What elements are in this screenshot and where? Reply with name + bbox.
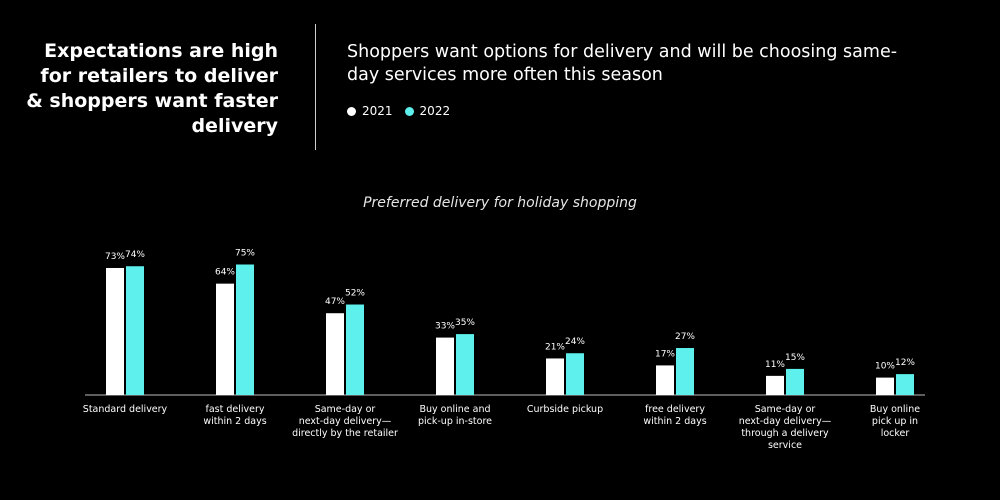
bar-2021-3 xyxy=(326,313,344,395)
value-label-2021-6: 17% xyxy=(655,349,675,359)
legend-swatch-2021 xyxy=(347,106,356,116)
category-label-3: Same-day or next-day delivery— directly by… xyxy=(292,404,398,439)
value-label-2022-5: 24% xyxy=(565,337,585,347)
category-label-6: free delivery within 2 days xyxy=(643,404,706,427)
value-label-2021-1: 73% xyxy=(105,252,125,262)
value-label-2021-8: 10% xyxy=(875,362,895,372)
subheadline: Shoppers want options for delivery and w… xyxy=(347,42,898,85)
bar-2022-6 xyxy=(676,348,694,395)
category-label-7: Same-day or next-day delivery— through a d… xyxy=(739,404,832,451)
category-label-8: Buy online pick up in locker xyxy=(870,404,920,439)
value-label-2022-8: 12% xyxy=(895,358,915,368)
legend-item-2022: 2022 xyxy=(404,104,451,118)
bar-2022-1 xyxy=(126,266,144,395)
headline: Expectations are high for retailers to d… xyxy=(26,40,278,137)
value-label-2021-5: 21% xyxy=(545,342,565,352)
bar-2022-5 xyxy=(566,353,584,395)
bar-2021-2 xyxy=(216,283,234,395)
bar-2021-1 xyxy=(106,267,124,395)
value-label-2021-4: 33% xyxy=(435,322,455,332)
bar-2022-7 xyxy=(786,368,804,395)
value-label-2021-3: 47% xyxy=(325,297,345,307)
category-label-2: fast delivery within 2 days xyxy=(203,404,266,427)
legend-swatch-2022 xyxy=(404,106,414,116)
bar-2021-6 xyxy=(656,365,674,395)
value-label-2021-2: 64% xyxy=(215,268,235,278)
legend-label-2022: 2022 xyxy=(419,104,451,118)
value-label-2021-7: 11% xyxy=(765,360,785,370)
header-divider xyxy=(315,24,316,150)
category-label-5: Curbside pickup xyxy=(527,404,603,415)
legend-item-2021: 2021 xyxy=(347,104,393,118)
legend-label-2021: 2021 xyxy=(362,104,393,118)
value-label-2022-3: 52% xyxy=(345,289,365,299)
chart-title: Preferred delivery for holiday shopping xyxy=(363,195,637,211)
chart-legend: 2021 2022 xyxy=(347,104,450,118)
bar-2021-5 xyxy=(546,358,564,395)
value-label-2022-4: 35% xyxy=(455,318,475,328)
bar-2021-8 xyxy=(876,377,894,395)
bar-2022-2 xyxy=(236,264,254,395)
bar-2021-7 xyxy=(766,375,784,395)
category-label-1: Standard delivery xyxy=(83,404,168,415)
value-label-2022-2: 75% xyxy=(235,249,255,259)
category-label-4: Buy online and pick-up in-store xyxy=(418,404,492,427)
bar-2022-4 xyxy=(456,334,474,395)
value-label-2022-1: 74% xyxy=(125,250,145,260)
bar-2022-8 xyxy=(896,374,914,395)
value-label-2022-6: 27% xyxy=(675,332,695,342)
bar-2021-4 xyxy=(436,337,454,395)
bar-2022-3 xyxy=(346,304,364,395)
value-label-2022-7: 15% xyxy=(785,353,805,363)
